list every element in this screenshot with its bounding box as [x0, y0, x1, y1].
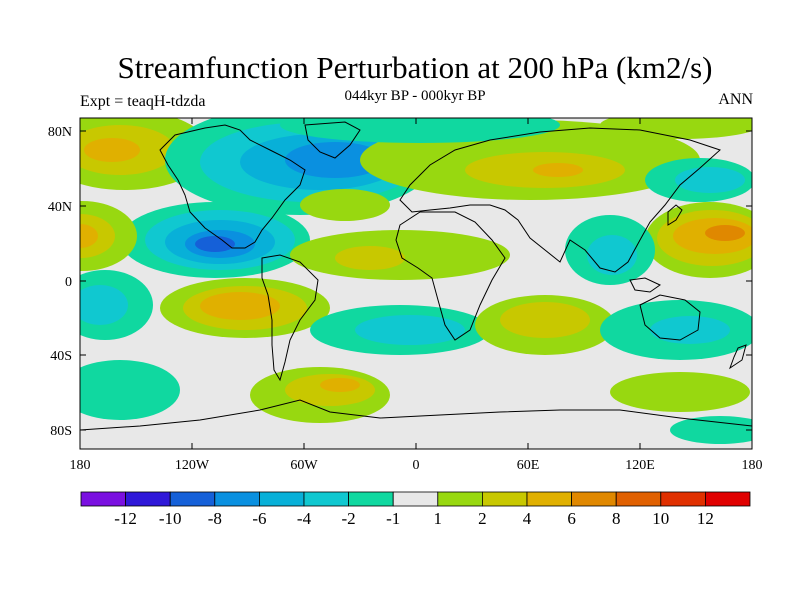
field-positive [320, 378, 360, 392]
colorbar-swatch [660, 491, 706, 507]
lat-tick-label: 40N [48, 200, 72, 215]
field-negative [80, 285, 128, 325]
colorbar-label: -1 [386, 509, 400, 528]
field-negative [587, 235, 637, 275]
lon-tick-label: 180 [742, 458, 763, 473]
colorbar-label: -8 [208, 509, 222, 528]
field-negative [280, 118, 560, 143]
field-positive [705, 225, 745, 241]
experiment-label: Expt = teaqH-tdzda [80, 93, 206, 110]
lat-tick-label: 80S [50, 424, 72, 439]
field-negative [355, 315, 465, 345]
colorbar-swatch [571, 491, 617, 507]
coast-south-america [261, 254, 319, 382]
lat-tick-label: 0 [65, 275, 72, 290]
colorbar-label: -10 [159, 509, 182, 528]
field-positive [300, 189, 390, 221]
colorbar-swatch [705, 491, 751, 507]
field-positive [600, 118, 752, 139]
lon-tick-label: 60W [290, 458, 318, 473]
lon-tick-label: 180 [70, 458, 91, 473]
coast-eurasia [399, 127, 721, 273]
field-positive [500, 302, 590, 338]
coast-antarctica [80, 399, 752, 431]
field-negative [675, 167, 745, 193]
coast-greenland [304, 121, 361, 159]
colorbar-swatch [258, 491, 305, 507]
colorbar-swatch [169, 491, 216, 507]
lon-tick-label: 120E [625, 458, 655, 473]
field-positive [610, 372, 750, 412]
colorbar-label: 10 [652, 509, 669, 528]
colorbar-swatch [80, 491, 126, 507]
lon-tick-label: 0 [413, 458, 420, 473]
chart-subtitle: 044kyr BP - 000kyr BP [344, 88, 486, 104]
coast-indonesia [629, 277, 661, 293]
lon-tick-label: 120W [175, 458, 210, 473]
colorbar-swatch [348, 491, 394, 507]
colorbar-swatch [437, 491, 483, 507]
colorbar-swatch [526, 491, 572, 507]
colorbar-label: 2 [478, 509, 487, 528]
coast-new-zealand [729, 344, 747, 370]
colorbar-label: 6 [567, 509, 576, 528]
colorbar-label: -12 [114, 509, 137, 528]
map-panel [79, 117, 753, 450]
field-negative [650, 316, 730, 344]
lat-tick-label: 80N [48, 125, 72, 140]
colorbar-swatch [125, 491, 171, 507]
field-negative [285, 142, 385, 178]
field-negative [195, 236, 235, 252]
coast-africa [395, 211, 506, 341]
colorbar-swatch [214, 491, 260, 507]
field-positive [335, 246, 405, 270]
coast-australia [639, 294, 701, 341]
colorbar-label: 4 [523, 509, 532, 528]
colorbar-label: 1 [434, 509, 443, 528]
field-positive [200, 292, 280, 320]
colorbar-label: -2 [342, 509, 356, 528]
colorbar-swatch [303, 491, 349, 507]
axis-ticks [79, 118, 753, 449]
colorbar [80, 491, 751, 507]
axis-tick-labels: 80N 40N 0 40S 80S 180 120W 60W 0 60E 120… [48, 125, 763, 473]
field-negative [80, 360, 180, 420]
field-positive [533, 163, 583, 177]
coastlines [80, 121, 752, 431]
contour-fields [80, 118, 752, 444]
lat-tick-label: 40S [50, 349, 72, 364]
colorbar-label: -4 [297, 509, 312, 528]
colorbar-label: -6 [252, 509, 266, 528]
colorbar-swatch [481, 491, 528, 507]
field-negative [670, 416, 752, 444]
coast-japan [667, 204, 683, 226]
field-positive [80, 224, 98, 248]
coast-north-america [159, 124, 306, 249]
chart-title: Streamfunction Perturbation at 200 hPa (… [117, 50, 713, 85]
colorbar-label: 12 [697, 509, 714, 528]
lon-tick-label: 60E [517, 458, 540, 473]
colorbar-swatch [392, 491, 439, 507]
season-label: ANN [718, 91, 753, 108]
colorbar-swatch [615, 491, 662, 507]
colorbar-labels: -12 -10 -8 -6 -4 -2 -1 1 2 4 6 8 10 12 [114, 509, 714, 528]
field-positive [84, 138, 140, 162]
colorbar-label: 8 [612, 509, 621, 528]
